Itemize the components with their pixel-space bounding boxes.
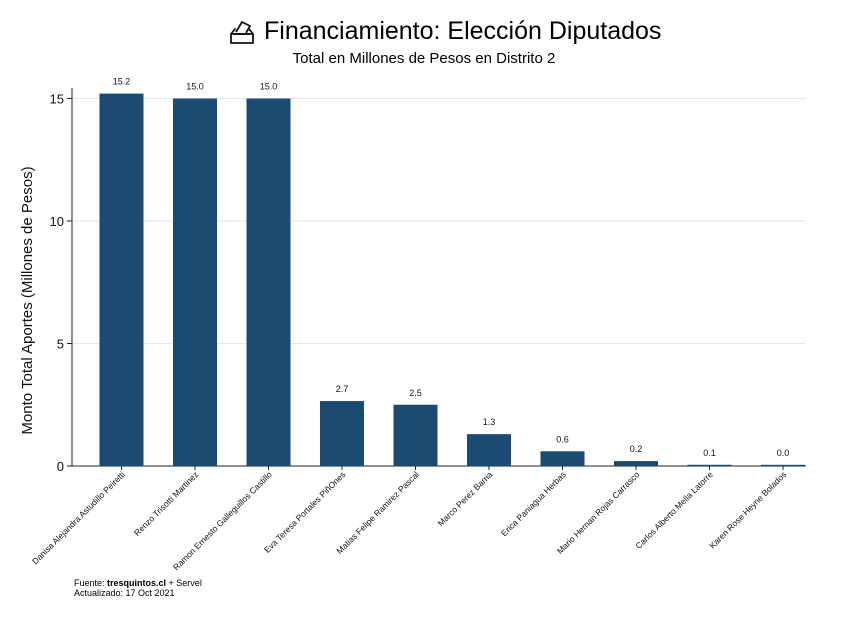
y-tick-label: 5 [57, 337, 64, 352]
x-tick-label: Marco Perez Barria [436, 469, 495, 528]
data-labels: 15.2 15.0 15.0 2.7 2.5 1.3 0.6 0.2 0.1 0.0 [113, 77, 790, 458]
bar-chart: 0 5 10 15 Danisa Alejandra Astudillo Peirett… [19, 77, 806, 572]
data-label: 0.0 [777, 448, 790, 458]
data-label: 15.0 [186, 82, 204, 92]
bars [99, 93, 805, 466]
bar [687, 464, 732, 466]
bar [467, 434, 511, 466]
data-label: 0.1 [703, 448, 716, 458]
title-row: Financiamiento: Elección Diputados [0, 16, 848, 50]
x-tick-label: Renzo Trisotti Martinez [132, 469, 201, 538]
x-tick-label: Mario Hernan Rojas Carrasco [555, 469, 642, 556]
source-site: tresquintos.cl [107, 578, 167, 588]
chart-subtitle: Total en Millones de Pesos en Distrito 2 [292, 50, 556, 67]
x-tick-label: Eva Teresa Portales PiñOnes [262, 469, 347, 554]
bar [320, 401, 364, 466]
x-tick-label: Karen Rose Heyne Bolados [707, 469, 788, 550]
source-note: Fuente: tresquintos.cl + Servel [74, 578, 202, 588]
y-axis-title: Monto Total Aportes (Millones de Pesos) [19, 166, 36, 434]
data-label: 1.3 [483, 417, 496, 427]
bar [614, 461, 658, 466]
data-label: 2.5 [409, 388, 422, 398]
data-label: 15.2 [113, 77, 131, 87]
bar [173, 98, 217, 466]
bar [246, 98, 291, 466]
y-tick-label: 0 [57, 459, 64, 474]
bar [540, 451, 585, 466]
source-suffix: + Servel [166, 578, 202, 588]
bar [99, 93, 144, 466]
x-tick-label: Erica Paniagua Herbas [499, 469, 568, 538]
bar [761, 464, 805, 466]
axes: 0 5 10 15 Danisa Alejandra Astudillo Peirett… [30, 88, 806, 572]
x-tick-label: Carlos Alberto Mella Latorre [633, 469, 715, 551]
footer: Fuente: tresquintos.cl + Servel Actualiz… [74, 578, 202, 598]
data-label: 0.2 [630, 444, 643, 454]
data-label: 2.7 [336, 384, 349, 394]
ballot-box-icon [230, 21, 254, 44]
data-label: 0.6 [556, 434, 569, 444]
source-prefix: Fuente: [74, 578, 108, 588]
updated-note: Actualizado: 17 Oct 2021 [74, 588, 175, 598]
bar [393, 404, 438, 466]
chart-title: Financiamiento: Elección Diputados [264, 17, 662, 45]
y-tick-label: 10 [50, 214, 64, 229]
x-tick-label: Matias Felipe Ramirez Pascal [334, 469, 421, 556]
data-label: 15.0 [260, 82, 278, 92]
y-tick-label: 15 [50, 92, 64, 107]
x-tick-label: Danisa Alejandra Astudillo Peiretti [30, 469, 127, 566]
